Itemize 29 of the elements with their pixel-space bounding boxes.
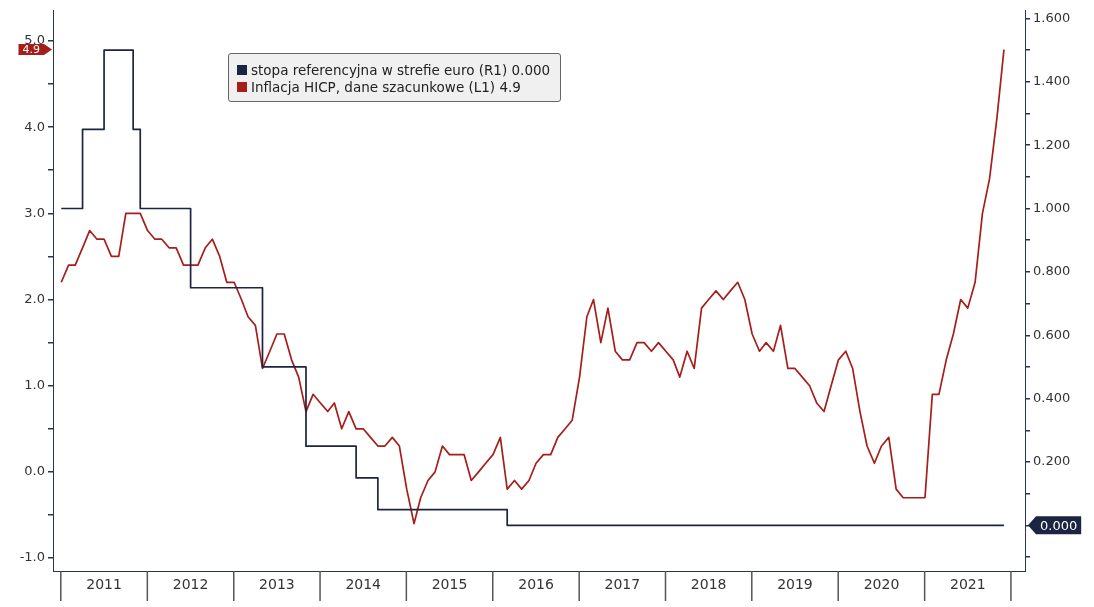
y2-tick-label: 0.400 <box>1033 390 1071 406</box>
y-tick-label: 1.0 <box>24 377 45 393</box>
text: 4.9 <box>22 43 40 57</box>
y-tick-label: 0.0 <box>24 463 45 479</box>
x-tick-label: 2014 <box>345 576 382 593</box>
y-tick-label: 4.0 <box>24 118 45 134</box>
x-tick-label: 2021 <box>949 576 986 593</box>
x-tick-label: 2016 <box>518 576 554 593</box>
y2-tick-label: 1.600 <box>1033 9 1071 25</box>
y2-tick-label: 0.600 <box>1033 326 1071 342</box>
y-tick-label: 3.0 <box>24 204 45 220</box>
y2-tick-label: 1.200 <box>1033 136 1071 152</box>
y-tick-label: -1.0 <box>19 549 45 565</box>
y-tick-label: 2.0 <box>24 290 45 306</box>
x-tick-label: 2013 <box>259 576 295 593</box>
x-tick-label: 2020 <box>863 576 900 593</box>
x-tick-label: 2015 <box>431 576 468 593</box>
x-tick-label: 2019 <box>777 576 813 593</box>
x-tick-label: 2018 <box>690 576 727 593</box>
x-tick-label: 2012 <box>172 576 209 593</box>
x-tick-label: 2017 <box>604 576 641 593</box>
y2-tick-label: 0.200 <box>1033 453 1071 469</box>
y2-tick-label: 1.400 <box>1033 73 1071 89</box>
x-tick-label: 2011 <box>86 576 122 593</box>
text: 0.000 <box>1040 517 1078 533</box>
legend-label: stopa referencyjna w strefie euro (R1) 0.000 <box>251 62 551 78</box>
y2-tick-label: 1.000 <box>1033 199 1071 215</box>
legend-label: Inflacja HICP, dane szacunkowe (L1) 4.9 <box>251 79 522 95</box>
y2-tick-label: 0.800 <box>1033 263 1071 279</box>
